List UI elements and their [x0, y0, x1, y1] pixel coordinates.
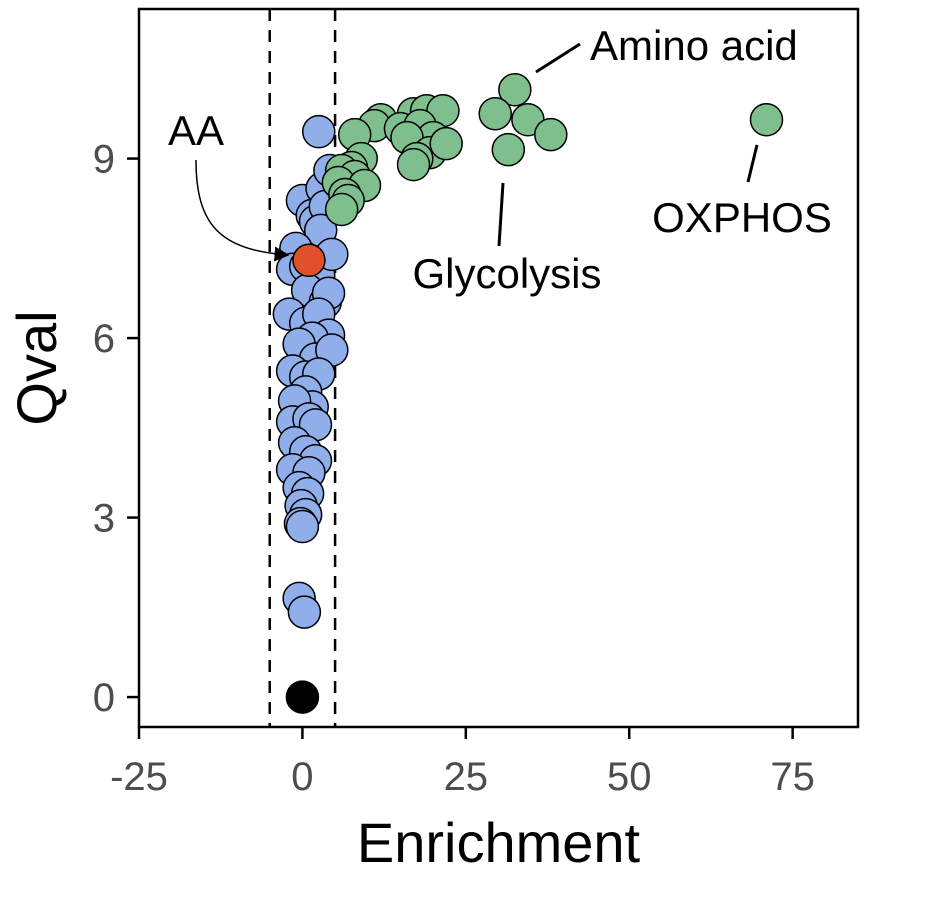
data-point-highlight: [292, 243, 326, 278]
data-point-black: [285, 680, 320, 714]
annotation-label: Amino acid: [590, 22, 798, 69]
data-point-blue: [302, 114, 336, 149]
annotation-leader: [535, 42, 581, 74]
annotation-label: OXPHOS: [652, 194, 832, 241]
data-point-green: [324, 192, 359, 227]
annotation-label: Glycolysis: [412, 250, 601, 297]
threshold-lines: [268, 9, 337, 727]
annotation-label: AA: [168, 107, 224, 154]
data-point-blue: [287, 595, 322, 629]
y-axis: 0 3 6 9: [93, 138, 139, 720]
plot-frame: [137, 7, 860, 729]
data-point-green: [429, 126, 463, 161]
x-tick-label: -25: [110, 755, 168, 799]
annotation-leader: [497, 182, 505, 247]
annotation-arrow: [195, 159, 290, 262]
x-tick-label: 0: [291, 755, 313, 799]
x-tick-label: 75: [770, 755, 815, 799]
data-point-green: [534, 117, 568, 152]
x-tick-label: 50: [607, 755, 652, 799]
data-point-green: [491, 132, 526, 167]
y-tick-label: 6: [93, 317, 115, 361]
data-point-green: [396, 147, 431, 182]
data-point-blue: [285, 509, 320, 544]
y-axis-title: Qval: [5, 310, 68, 425]
data-point-green: [478, 96, 512, 131]
y-tick-label: 9: [93, 138, 115, 182]
data-points: [272, 73, 784, 714]
y-tick-label: 0: [93, 676, 115, 720]
x-axis: -25 0 25 50 75: [110, 727, 815, 799]
x-tick-label: 25: [444, 755, 489, 799]
annotation-leader: [746, 144, 759, 183]
data-point-green: [498, 73, 532, 107]
x-axis-title: Enrichment: [357, 811, 641, 874]
annotations: Amino acid Glycolysis OXPHOS AA: [168, 22, 832, 297]
y-tick-label: 3: [93, 497, 115, 541]
data-point-green: [749, 102, 784, 137]
